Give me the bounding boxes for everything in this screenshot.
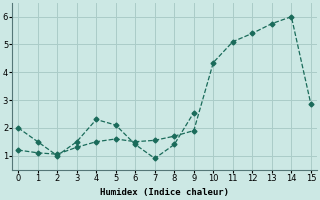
X-axis label: Humidex (Indice chaleur): Humidex (Indice chaleur)	[100, 188, 229, 197]
